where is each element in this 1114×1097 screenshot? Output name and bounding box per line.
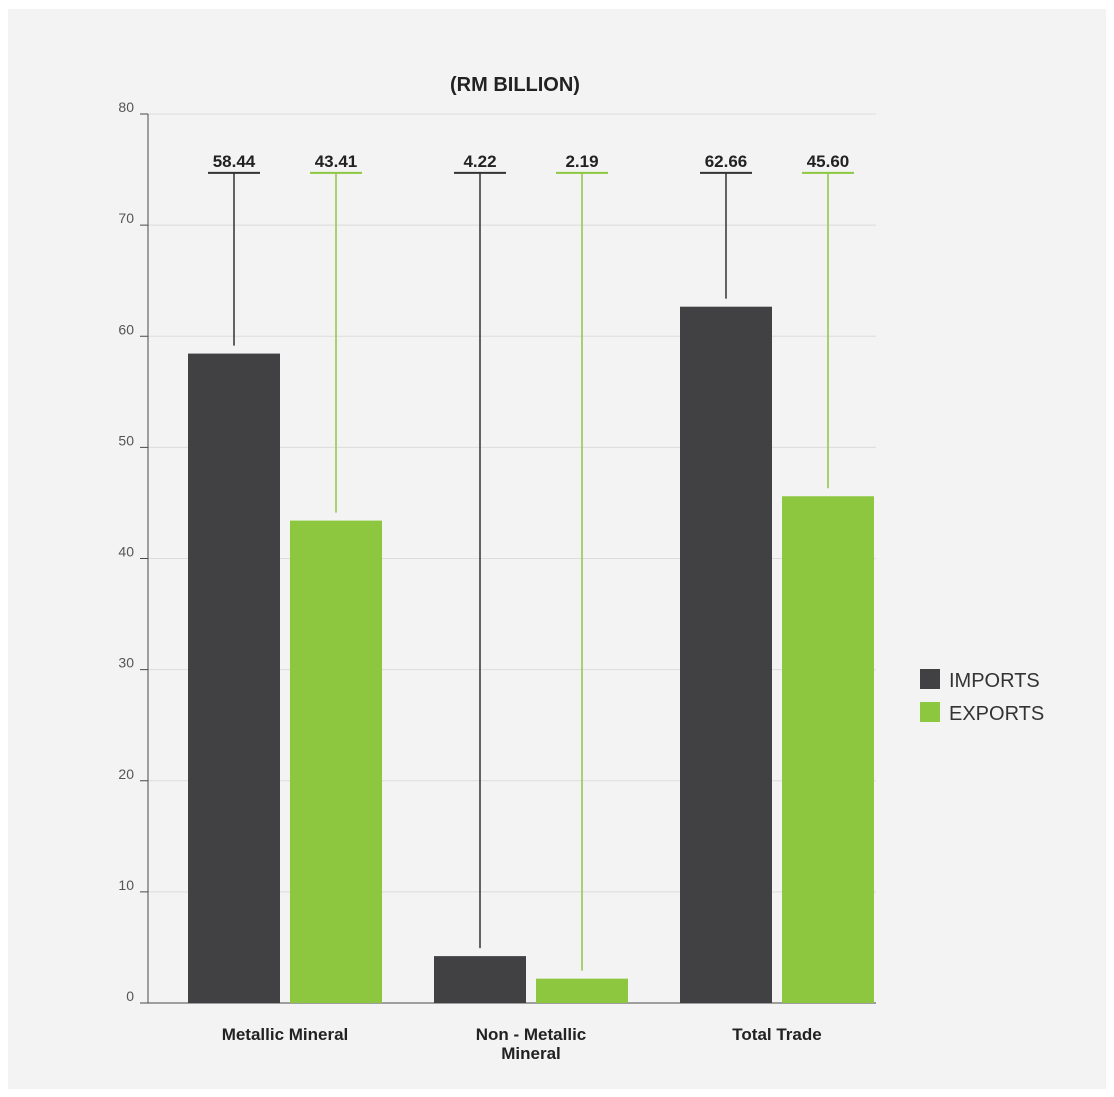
y-tick-label: 70 — [118, 210, 134, 226]
y-tick-label: 0 — [126, 988, 134, 1004]
value-label-imports-2: 62.66 — [705, 152, 748, 171]
y-tick-label: 80 — [118, 99, 134, 115]
legend-label-imports: IMPORTS — [949, 670, 1040, 692]
y-tick-label: 30 — [118, 655, 134, 671]
category-labels: Metallic Mineral Non - Metallic Mineral Tot… — [222, 1025, 822, 1063]
bar-imports-2 — [680, 306, 772, 1003]
y-tick-label: 40 — [118, 544, 134, 560]
value-leaders — [208, 171, 854, 971]
value-label-exports-1: 2.19 — [565, 152, 598, 171]
category-label-2: Total Trade — [732, 1025, 821, 1044]
bars — [188, 306, 874, 1003]
value-label-imports-0: 58.44 — [213, 152, 256, 171]
bar-chart: 0 10 20 30 40 50 60 70 80 58.44 4.22 62.66 43.41 2.1… — [118, 74, 1044, 1063]
chart-panel: 0 10 20 30 40 50 60 70 80 58.44 4.22 62.66 43.41 2.1… — [8, 9, 1106, 1089]
chart-title: (RM BILLION) — [450, 74, 580, 96]
category-label-1: Non - Metallic Mineral — [476, 1025, 587, 1063]
bar-exports-2 — [782, 496, 874, 1003]
bar-imports-0 — [188, 353, 280, 1003]
value-labels: 58.44 4.22 62.66 43.41 2.19 45.60 — [213, 152, 850, 171]
value-label-imports-1: 4.22 — [463, 152, 496, 171]
legend-swatch-exports — [920, 702, 940, 722]
y-tick-label: 20 — [118, 766, 134, 782]
value-label-exports-2: 45.60 — [807, 152, 850, 171]
bar-exports-1 — [536, 978, 628, 1003]
y-tick-label: 60 — [118, 321, 134, 337]
y-tick-label: 50 — [118, 432, 134, 448]
legend: IMPORTS EXPORTS — [920, 669, 1044, 725]
y-tick-label: 10 — [118, 877, 134, 893]
category-label-0: Metallic Mineral — [222, 1025, 349, 1044]
value-label-exports-0: 43.41 — [315, 152, 358, 171]
bar-exports-0 — [290, 520, 382, 1003]
legend-swatch-imports — [920, 669, 940, 689]
legend-label-exports: EXPORTS — [949, 703, 1044, 725]
bar-imports-1 — [434, 956, 526, 1003]
